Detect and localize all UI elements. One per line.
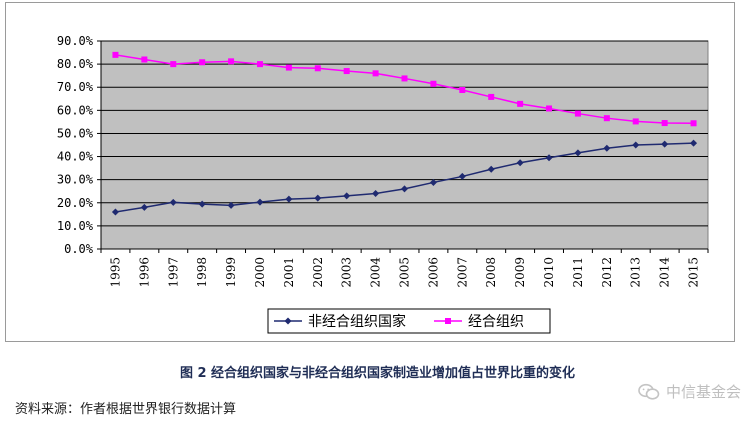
x-tick-label: 2004	[369, 257, 383, 288]
source-note: 资料来源：作者根据世界银行数据计算	[15, 402, 237, 417]
x-tick-label: 2010	[542, 257, 556, 288]
y-tick-label: 80.0%	[57, 57, 94, 71]
data-point	[372, 70, 379, 77]
watermark: 中信基金会	[638, 381, 741, 402]
data-point	[661, 140, 669, 148]
data-point	[603, 144, 611, 152]
x-tick-label: 2002	[311, 257, 325, 288]
data-point	[401, 75, 408, 82]
x-tick-label: 2006	[426, 257, 440, 288]
data-point	[170, 61, 177, 68]
x-tick-label: 1998	[195, 257, 209, 288]
x-tick-label: 2012	[600, 257, 614, 288]
data-point	[227, 201, 235, 209]
data-point	[546, 105, 553, 112]
data-point	[458, 172, 466, 180]
x-tick-label: 2014	[658, 257, 672, 288]
wechat-icon	[638, 383, 660, 400]
data-point	[690, 139, 698, 147]
data-point	[603, 115, 610, 122]
data-point	[228, 58, 235, 65]
x-tick-label: 1995	[108, 257, 122, 288]
data-point	[574, 149, 582, 157]
x-tick-label: 2005	[398, 257, 412, 288]
x-tick-label: 1997	[166, 257, 180, 288]
data-point	[516, 159, 524, 167]
data-point	[141, 56, 148, 63]
line-chart: 0.0% 10.0% 20.0% 30.0% 40.0% 50.0% 60.0% 70.0% 8…	[57, 34, 709, 334]
y-tick-label: 30.0%	[57, 173, 94, 187]
data-point	[632, 141, 640, 149]
data-point	[517, 100, 524, 107]
data-point	[285, 195, 293, 203]
legend-box	[267, 308, 551, 334]
y-tick-label: 60.0%	[57, 103, 94, 117]
data-point	[459, 86, 466, 93]
data-point	[487, 165, 495, 173]
data-point	[256, 198, 264, 206]
x-tick-label: 2007	[455, 257, 469, 288]
data-point	[574, 110, 581, 117]
x-tick-label: 1996	[137, 257, 151, 288]
y-tick-label: 0.0%	[64, 242, 94, 256]
y-tick-label: 10.0%	[57, 219, 94, 233]
data-point	[632, 118, 639, 125]
data-point	[169, 198, 177, 206]
x-tick-label: 2009	[513, 257, 527, 288]
y-tick-label: 70.0%	[57, 80, 94, 94]
data-point	[256, 61, 263, 68]
watermark-text: 中信基金会	[665, 383, 741, 401]
legend-label: 经合组织	[468, 314, 524, 330]
x-tick-label: 2001	[282, 257, 296, 288]
y-tick-label: 50.0%	[57, 126, 94, 140]
x-tick-label: 2011	[571, 257, 585, 288]
x-tick-label: 2003	[340, 257, 354, 288]
x-tick-label: 2015	[687, 257, 701, 288]
data-point	[343, 68, 350, 75]
data-point	[343, 192, 351, 200]
y-tick-label: 20.0%	[57, 196, 94, 210]
data-point	[198, 200, 206, 208]
data-point	[545, 154, 553, 162]
x-tick-label: 2013	[629, 257, 643, 288]
data-point	[111, 208, 119, 216]
legend-marker	[284, 317, 292, 325]
data-point	[690, 120, 697, 127]
data-point	[199, 59, 206, 66]
data-point	[285, 64, 292, 71]
data-point	[429, 178, 437, 186]
y-tick-label: 40.0%	[57, 150, 94, 164]
x-tick-label: 1999	[224, 257, 238, 288]
legend-label: 非经合组织国家	[308, 313, 406, 330]
data-point	[661, 120, 668, 127]
data-point	[488, 93, 495, 100]
data-point	[372, 190, 380, 198]
data-point	[314, 194, 322, 202]
x-tick-label: 2008	[484, 257, 498, 288]
figure-caption: 图 2 经合组织国家与非经合组织国家制造业增加值占世界比重的变化	[179, 366, 576, 381]
data-point	[112, 51, 119, 58]
chart-frame: 0.0% 10.0% 20.0% 30.0% 40.0% 50.0% 60.0% 70.0% 8…	[5, 2, 735, 342]
data-point	[401, 185, 408, 193]
y-tick-label: 90.0%	[57, 34, 94, 48]
legend-marker	[445, 318, 451, 324]
data-point	[314, 65, 321, 72]
data-point	[140, 203, 148, 211]
data-point	[430, 80, 437, 87]
x-tick-label: 2000	[253, 257, 267, 288]
plot-area	[100, 40, 709, 250]
